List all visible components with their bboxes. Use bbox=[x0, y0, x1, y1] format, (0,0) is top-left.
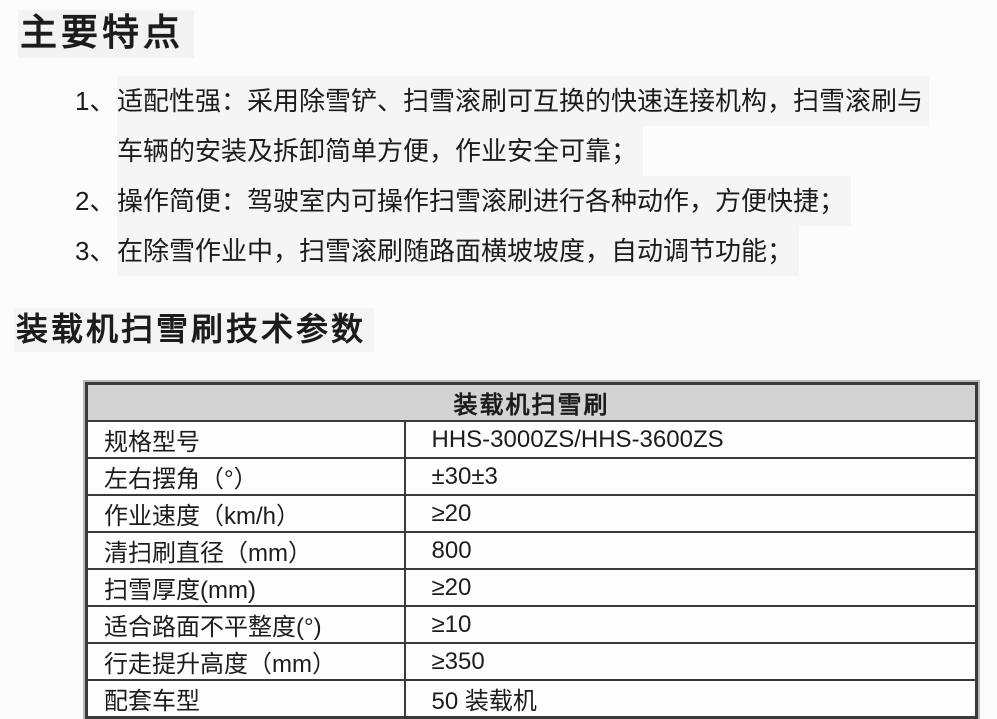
list-item-line: 适配性强：采用除雪铲、扫雪滚刷可互换的快速连接机构，扫雪滚刷与 bbox=[117, 76, 929, 126]
features-list: 1、 适配性强：采用除雪铲、扫雪滚刷可互换的快速连接机构，扫雪滚刷与 车辆的安装… bbox=[75, 76, 997, 276]
spec-label: 清扫刷直径（mm） bbox=[85, 531, 406, 570]
list-item-line: 在除雪作业中，扫雪滚刷随路面横坡坡度，自动调节功能； bbox=[117, 226, 799, 276]
list-item-number: 3、 bbox=[75, 236, 116, 266]
features-section: 主要特点 bbox=[0, 6, 997, 58]
table-header-row: 装载机扫雪刷 bbox=[85, 382, 978, 422]
table-row: 配套车型 50 装载机 bbox=[85, 679, 978, 719]
spec-value: ±30±3 bbox=[403, 457, 978, 496]
specs-section-title: 装载机扫雪刷技术参数 bbox=[14, 308, 374, 352]
spec-value: ≥20 bbox=[403, 494, 978, 533]
table-row: 作业速度（km/h） ≥20 bbox=[85, 494, 978, 533]
table-row: 行走提升高度（mm） ≥350 bbox=[85, 642, 978, 681]
list-item-line: 操作简便：驾驶室内可操作扫雪滚刷进行各种动作，方便快捷； bbox=[117, 176, 851, 226]
spec-value: ≥20 bbox=[403, 568, 978, 607]
spec-label: 左右摆角（°） bbox=[85, 457, 406, 496]
list-item-line: 车辆的安装及拆卸简单方便，作业安全可靠； bbox=[117, 126, 643, 176]
list-item-number: 2、 bbox=[75, 186, 116, 216]
list-item-text: 在除雪作业中，扫雪滚刷随路面横坡坡度，自动调节功能； bbox=[117, 226, 997, 276]
specs-table: 装载机扫雪刷 规格型号 HHS-3000ZS/HHS-3600ZS 左右摆角（°… bbox=[85, 382, 978, 719]
spec-value: ≥350 bbox=[403, 642, 978, 681]
page-title: 主要特点 bbox=[18, 10, 194, 58]
table-row: 清扫刷直径（mm） 800 bbox=[85, 531, 978, 570]
list-item-text: 操作简便：驾驶室内可操作扫雪滚刷进行各种动作，方便快捷； bbox=[117, 176, 997, 226]
spec-label: 行走提升高度（mm） bbox=[85, 642, 406, 681]
spec-label: 规格型号 bbox=[85, 420, 406, 459]
spec-value: 50 装载机 bbox=[403, 679, 978, 719]
list-item: 2、 操作简便：驾驶室内可操作扫雪滚刷进行各种动作，方便快捷； bbox=[75, 176, 997, 226]
list-item: 1、 适配性强：采用除雪铲、扫雪滚刷可互换的快速连接机构，扫雪滚刷与 车辆的安装… bbox=[75, 76, 997, 176]
table-row: 规格型号 HHS-3000ZS/HHS-3600ZS bbox=[85, 420, 978, 459]
spec-label: 作业速度（km/h） bbox=[85, 494, 406, 533]
spec-label: 扫雪厚度(mm) bbox=[85, 568, 406, 607]
table-row: 适合路面不平整度(°) ≥10 bbox=[85, 605, 978, 644]
table-title: 装载机扫雪刷 bbox=[85, 382, 978, 422]
spec-value: ≥10 bbox=[403, 605, 978, 644]
list-item: 3、 在除雪作业中，扫雪滚刷随路面横坡坡度，自动调节功能； bbox=[75, 226, 997, 276]
list-item-number: 1、 bbox=[75, 86, 116, 116]
spec-label: 配套车型 bbox=[85, 679, 406, 719]
spec-value: HHS-3000ZS/HHS-3600ZS bbox=[403, 420, 978, 459]
specs-section: 装载机扫雪刷技术参数 bbox=[0, 290, 997, 352]
spec-value: 800 bbox=[403, 531, 978, 570]
spec-label: 适合路面不平整度(°) bbox=[85, 605, 406, 644]
table-row: 左右摆角（°） ±30±3 bbox=[85, 457, 978, 496]
list-item-text: 适配性强：采用除雪铲、扫雪滚刷可互换的快速连接机构，扫雪滚刷与 车辆的安装及拆卸… bbox=[117, 76, 997, 176]
table-row: 扫雪厚度(mm) ≥20 bbox=[85, 568, 978, 607]
